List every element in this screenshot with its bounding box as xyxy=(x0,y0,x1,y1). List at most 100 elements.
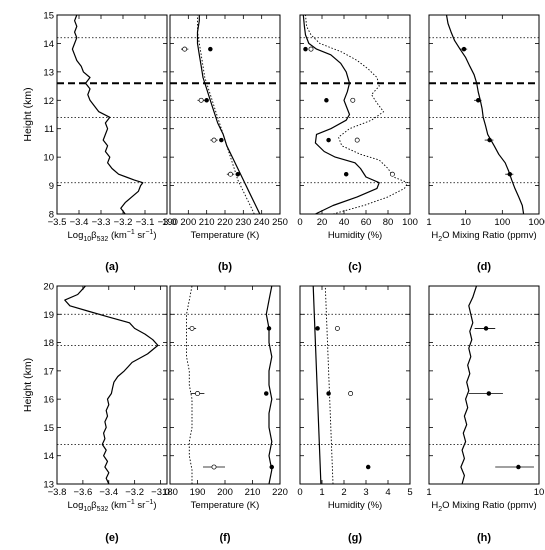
x-tick-label: 250 xyxy=(272,217,288,228)
panel-a: −3.5 −3.4 −3.3 −3.2 −3.1 −3.0 8 9 10 11 12 13 14 15 Lo… xyxy=(22,11,176,274)
panel-e: −3.8 −3.6 −3.4 −3.2 −3.0 13 14 15 16 17 18 19 20 Log1… xyxy=(22,282,170,545)
data-point-filled xyxy=(365,464,371,470)
data-point-filled xyxy=(269,464,275,470)
axes-frame xyxy=(428,14,540,215)
x-tick-label: 4 xyxy=(385,487,390,498)
y-tick-label: 11 xyxy=(44,124,54,135)
data-point-filled xyxy=(266,326,272,331)
data-point-open xyxy=(198,97,204,103)
data-point-filled xyxy=(483,326,489,331)
x-tick-label: 230 xyxy=(235,217,251,228)
x-tick-label: 0 xyxy=(297,487,302,498)
data-point-filled xyxy=(461,46,467,52)
x-tick-label: 0 xyxy=(297,217,302,228)
x-tick-label: 1000 xyxy=(528,217,545,228)
panel-letter: (d) xyxy=(477,261,491,273)
x-tick-label: 220 xyxy=(272,487,288,498)
data-point-filled xyxy=(475,98,481,103)
x-axis-label: Temperature (K) xyxy=(191,500,260,511)
axes-frame xyxy=(299,285,411,485)
y-tick-label: 14 xyxy=(43,451,54,462)
y-tick-label: 14 xyxy=(43,39,54,50)
data-point-filled xyxy=(303,46,308,52)
data-point-filled xyxy=(204,98,209,103)
series-line-dotted xyxy=(186,285,193,484)
series-line-solid xyxy=(265,285,273,485)
data-point-open xyxy=(350,97,356,103)
data-point-open xyxy=(308,46,314,52)
data-point-open xyxy=(389,171,395,177)
axes-frame xyxy=(56,14,168,215)
x-tick-label: 1 xyxy=(426,487,431,498)
series-line-solid xyxy=(71,14,144,215)
panel-b: 190 200 210 220 230 240 250 Temperature (K) (b) xyxy=(162,14,288,273)
y-tick-label: 12 xyxy=(43,96,54,107)
x-tick-label: 200 xyxy=(180,217,196,228)
series-line-dotted xyxy=(197,15,255,215)
data-point-open xyxy=(211,137,217,143)
y-tick-label: 17 xyxy=(43,366,54,377)
data-point-filled xyxy=(326,391,331,396)
axes-frame xyxy=(56,285,168,485)
axes-frame xyxy=(299,14,411,215)
x-tick-label: −3.2 xyxy=(125,487,144,498)
x-tick-label: 5 xyxy=(407,487,412,498)
x-tick-label: −3.4 xyxy=(99,487,118,498)
y-tick-label: 9 xyxy=(49,181,54,192)
data-point-filled xyxy=(324,98,329,103)
y-axis-label: Height (km) xyxy=(22,87,34,141)
x-tick-label: 190 xyxy=(162,217,178,228)
data-point-filled xyxy=(235,171,241,177)
x-tick-label: 220 xyxy=(217,217,233,228)
series-line-solid xyxy=(302,14,380,215)
data-point-open xyxy=(228,171,233,177)
x-axis-label: H2O Mixing Ratio (ppmv) xyxy=(431,230,536,243)
data-point-open xyxy=(354,137,360,143)
data-point-filled xyxy=(507,171,513,177)
x-tick-label: 1 xyxy=(426,217,431,228)
series-line-solid xyxy=(64,285,159,485)
data-point-filled xyxy=(487,137,492,143)
series-line-dotted xyxy=(324,285,334,485)
x-tick-label: 60 xyxy=(361,217,372,228)
data-point-filled xyxy=(219,137,224,143)
x-tick-label: 200 xyxy=(217,487,233,498)
x-tick-label: −3.5 xyxy=(48,217,67,228)
y-tick-label: 15 xyxy=(43,423,54,434)
x-tick-label: −3.0 xyxy=(158,217,177,228)
data-point-open xyxy=(195,391,200,396)
series-line-solid xyxy=(196,15,261,215)
x-tick-label: 180 xyxy=(162,487,178,498)
x-tick-label: 10 xyxy=(460,217,471,228)
panel-f: 180 190 200 210 220 Temperature (K) (f) xyxy=(162,285,288,544)
y-tick-label: 16 xyxy=(43,395,54,406)
series-line-solid xyxy=(445,14,525,215)
x-tick-label: −3.1 xyxy=(136,217,155,228)
x-axis-label: Humidity (%) xyxy=(328,230,382,241)
series-line-dotted xyxy=(305,14,409,215)
panel-d: 1 10 100 1000 H2O Mixing Ratio (ppmv) (d) xyxy=(426,14,545,273)
y-tick-label: 18 xyxy=(43,338,54,349)
panel-g: 0 1 2 3 4 5 Humidity (%) (g) xyxy=(297,285,413,544)
y-tick-label: 13 xyxy=(43,67,54,78)
panel-letter: (h) xyxy=(477,532,491,544)
x-tick-label: −3.2 xyxy=(114,217,133,228)
data-point-filled xyxy=(315,326,320,331)
x-tick-label: −3.6 xyxy=(73,487,92,498)
x-axis-label: Log10β532 (km−1 sr−1) xyxy=(68,499,157,513)
panel-letter: (f) xyxy=(220,532,231,544)
y-tick-label: 19 xyxy=(43,310,54,321)
data-point-filled xyxy=(264,391,269,396)
x-tick-label: 210 xyxy=(245,487,261,498)
x-axis-label: Temperature (K) xyxy=(191,230,260,241)
series-line-solid xyxy=(312,285,322,485)
x-tick-label: 1 xyxy=(319,487,324,498)
x-tick-label: 40 xyxy=(339,217,350,228)
data-point-open xyxy=(334,325,340,331)
panel-letter: (b) xyxy=(218,261,232,273)
x-tick-label: 3 xyxy=(363,487,368,498)
panel-c: 0 20 40 60 80 100 Humidity (%) (c) xyxy=(297,14,418,273)
x-tick-label: −3.4 xyxy=(70,217,89,228)
data-point-open xyxy=(348,391,354,396)
